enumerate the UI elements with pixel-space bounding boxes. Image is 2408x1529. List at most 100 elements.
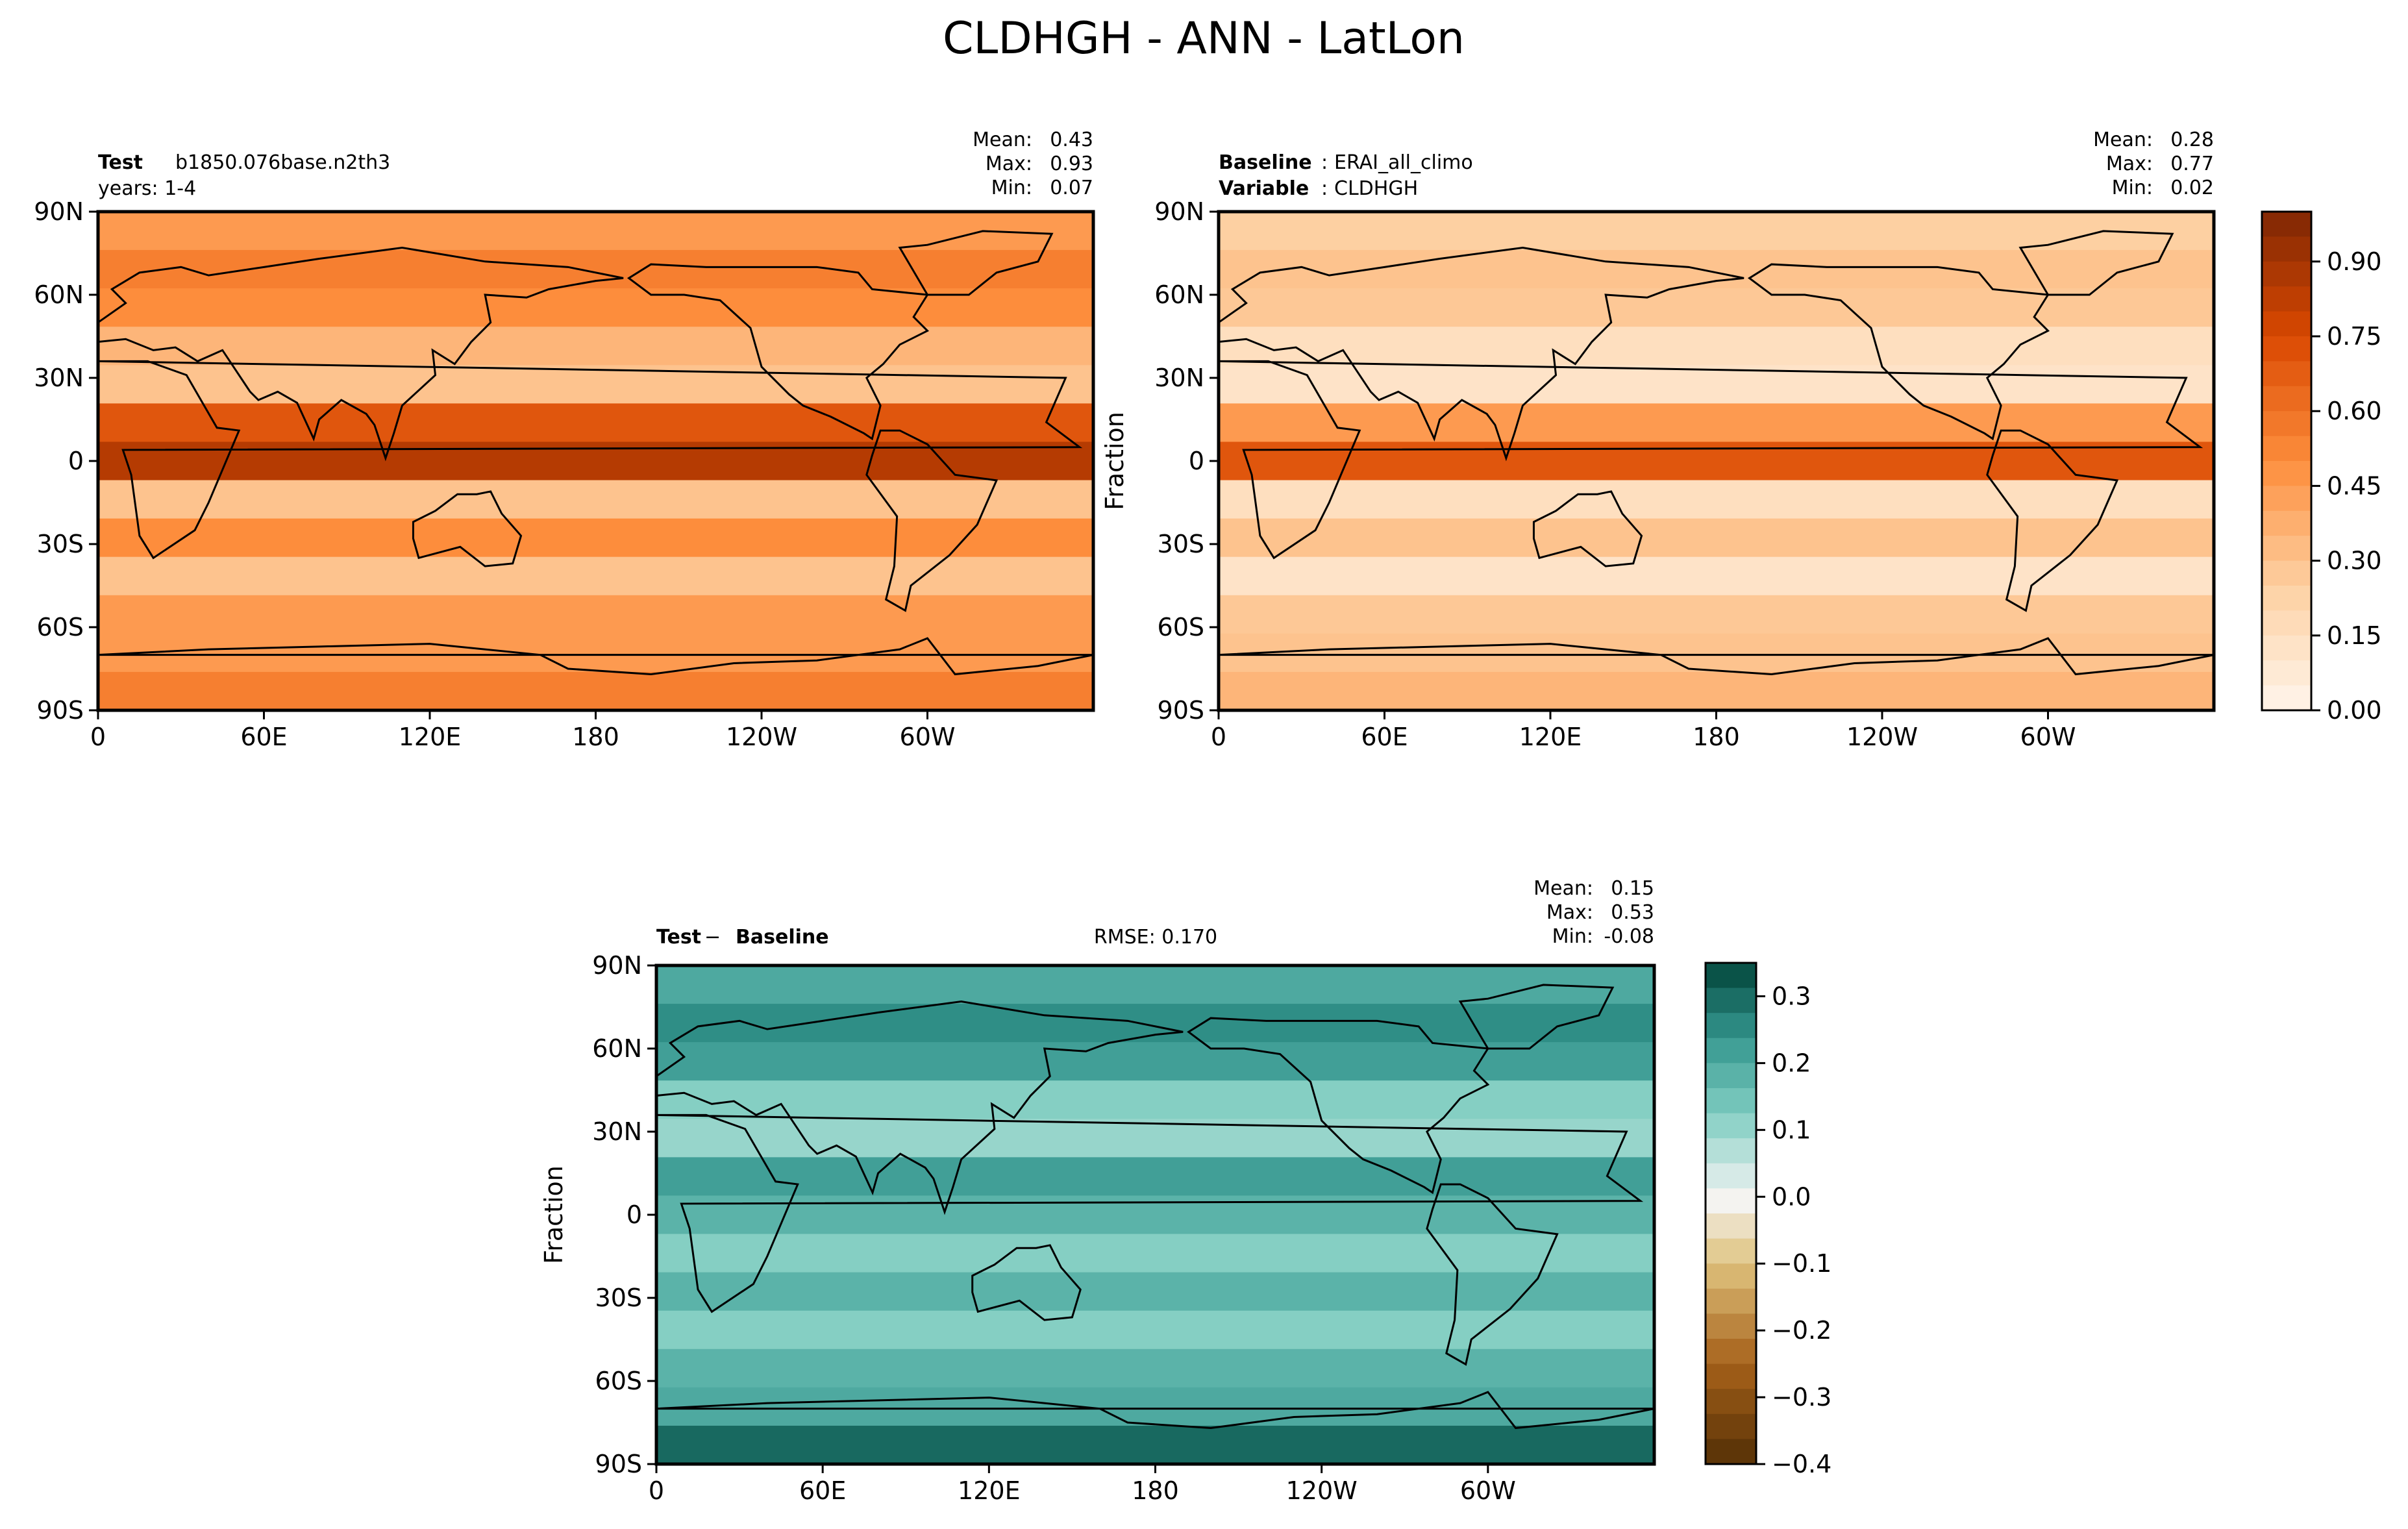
field-band: [656, 1387, 1654, 1426]
colorbar-segment: [1706, 1163, 1756, 1189]
test-title-label: Test: [98, 151, 143, 174]
field-band: [656, 1310, 1654, 1350]
colorbar-segment: [1706, 1038, 1756, 1064]
colorbar-segment: [1706, 1138, 1756, 1164]
test-max-label: Max:: [986, 153, 1032, 175]
diff-ylabel: Fraction: [540, 1165, 568, 1264]
diff-coastlines: [656, 984, 1654, 1430]
baseline-mean-value: 0.28: [2170, 129, 2214, 151]
colorbar-segment: [2262, 386, 2311, 412]
x-tick-label: 120E: [399, 723, 462, 751]
colorbar-segment: [1706, 1313, 1756, 1339]
field-band: [98, 556, 1093, 596]
x-tick-label: 60W: [2020, 723, 2076, 751]
colorbar-segment: [2262, 685, 2311, 711]
coastline: [98, 246, 624, 462]
x-tick-label: 60E: [240, 723, 287, 751]
coastline: [2018, 230, 2174, 296]
field-band: [1219, 595, 2214, 634]
colorbar-segment: [1706, 1288, 1756, 1315]
brbg-colorbar: 0.3 0.2 0.1 0.0 −0.1 −0.2 −0.3 −0.4: [1704, 962, 1831, 1478]
oranges-colorbar: 0.00 0.15 0.30 0.45 0.60 0.75 0.90: [2261, 210, 2382, 725]
colorbar-segment: [2262, 610, 2311, 636]
colorbar-segment: [1706, 1413, 1756, 1440]
field-band: [1219, 480, 2214, 519]
colorbar-segment: [2262, 660, 2311, 686]
coastline: [971, 1244, 1082, 1321]
coastline: [1219, 637, 2214, 676]
field-band: [98, 250, 1093, 290]
field-band: [98, 671, 1093, 710]
diff-max-label: Max:: [1546, 901, 1593, 924]
figure-title: CLDHGH - ANN - LatLon: [943, 13, 1465, 64]
field-band: [1219, 633, 2214, 673]
field-band: [656, 1119, 1654, 1158]
field-band: [656, 1004, 1654, 1043]
y-tick-label: 30S: [595, 1284, 642, 1312]
baseline-colon-1: :: [1321, 151, 1328, 174]
y-tick-label: 60S: [595, 1367, 642, 1395]
field-band: [1219, 671, 2214, 710]
y-tick-label: 60N: [34, 280, 84, 309]
baseline-min-label: Min:: [2112, 177, 2153, 199]
baseline-coastlines: [1219, 230, 2214, 676]
y-tick-label: 90S: [1158, 696, 1204, 725]
diff-mean-value: 0.15: [1611, 877, 1654, 900]
colorbar-segment: [1706, 1389, 1756, 1415]
diff-max-value: 0.53: [1611, 901, 1654, 924]
y-tick-label: 0: [68, 447, 84, 475]
colorbar-segment: [2262, 510, 2311, 537]
colorbar-segment: [1706, 1238, 1756, 1265]
panel-baseline: Baseline ERAI_all_climo Variable CLDHGH …: [1100, 129, 2382, 751]
colorbar-tick-label: 0.75: [2327, 322, 2382, 351]
colorbar-segment: [1706, 1263, 1756, 1289]
coastline: [898, 230, 1054, 296]
diff-mean-label: Mean:: [1533, 877, 1593, 900]
field-band: [1219, 212, 2214, 251]
test-min-label: Min:: [991, 177, 1032, 199]
colorbar-segment: [2262, 261, 2311, 288]
x-tick-label: 180: [1693, 723, 1740, 751]
x-tick-label: 60W: [900, 723, 956, 751]
field-band: [98, 327, 1093, 366]
test-title-case: b1850.076base.n2th3: [175, 151, 390, 174]
colorbar-segment: [1706, 1188, 1756, 1214]
y-tick-label: 90S: [37, 696, 84, 725]
colorbar-segment: [1706, 1063, 1756, 1089]
y-tick-label: 90N: [592, 951, 642, 980]
colorbar-segment: [2262, 212, 2311, 238]
colorbar-segment: [1706, 1088, 1756, 1114]
diff-title-label: Test: [656, 926, 701, 949]
x-tick-label: 180: [572, 723, 619, 751]
colorbar-tick-label: 0.0: [1772, 1182, 1811, 1211]
colorbar-segment: [1706, 1339, 1756, 1365]
x-tick-label: 0: [1211, 723, 1226, 751]
test-coastlines: [98, 230, 1093, 676]
panel-difference: Test − Baseline RMSE: 0.170 Mean: 0.15 M…: [540, 877, 1831, 1505]
colorbar-tick-label: 0.60: [2327, 397, 2382, 425]
x-tick-label: 60W: [1460, 1476, 1516, 1505]
field-band: [656, 1234, 1654, 1273]
baseline-colon-2: :: [1321, 177, 1328, 200]
y-tick-label: 60N: [1154, 280, 1204, 309]
field-band: [656, 1080, 1654, 1120]
colorbar-segment: [1706, 1363, 1756, 1390]
x-tick-label: 120W: [726, 723, 797, 751]
x-tick-label: 180: [1132, 1476, 1179, 1505]
y-tick-label: 90N: [1154, 197, 1204, 226]
colorbar-segment: [2262, 361, 2311, 387]
baseline-variable-value: CLDHGH: [1334, 177, 1418, 200]
field-band: [656, 1272, 1654, 1311]
colorbar-tick-label: 0.30: [2327, 547, 2382, 575]
test-title-years: years: 1-4: [98, 177, 196, 200]
coastline: [627, 263, 930, 441]
y-tick-label: 30S: [37, 530, 84, 558]
test-max-value: 0.93: [1050, 153, 1093, 175]
colorbar-segment: [2262, 286, 2311, 312]
field-band: [656, 1425, 1654, 1464]
colorbar-tick-label: 0.45: [2327, 471, 2382, 500]
y-tick-label: 60N: [592, 1034, 642, 1063]
coastline: [1219, 360, 2203, 560]
y-tick-label: 30N: [592, 1117, 642, 1146]
